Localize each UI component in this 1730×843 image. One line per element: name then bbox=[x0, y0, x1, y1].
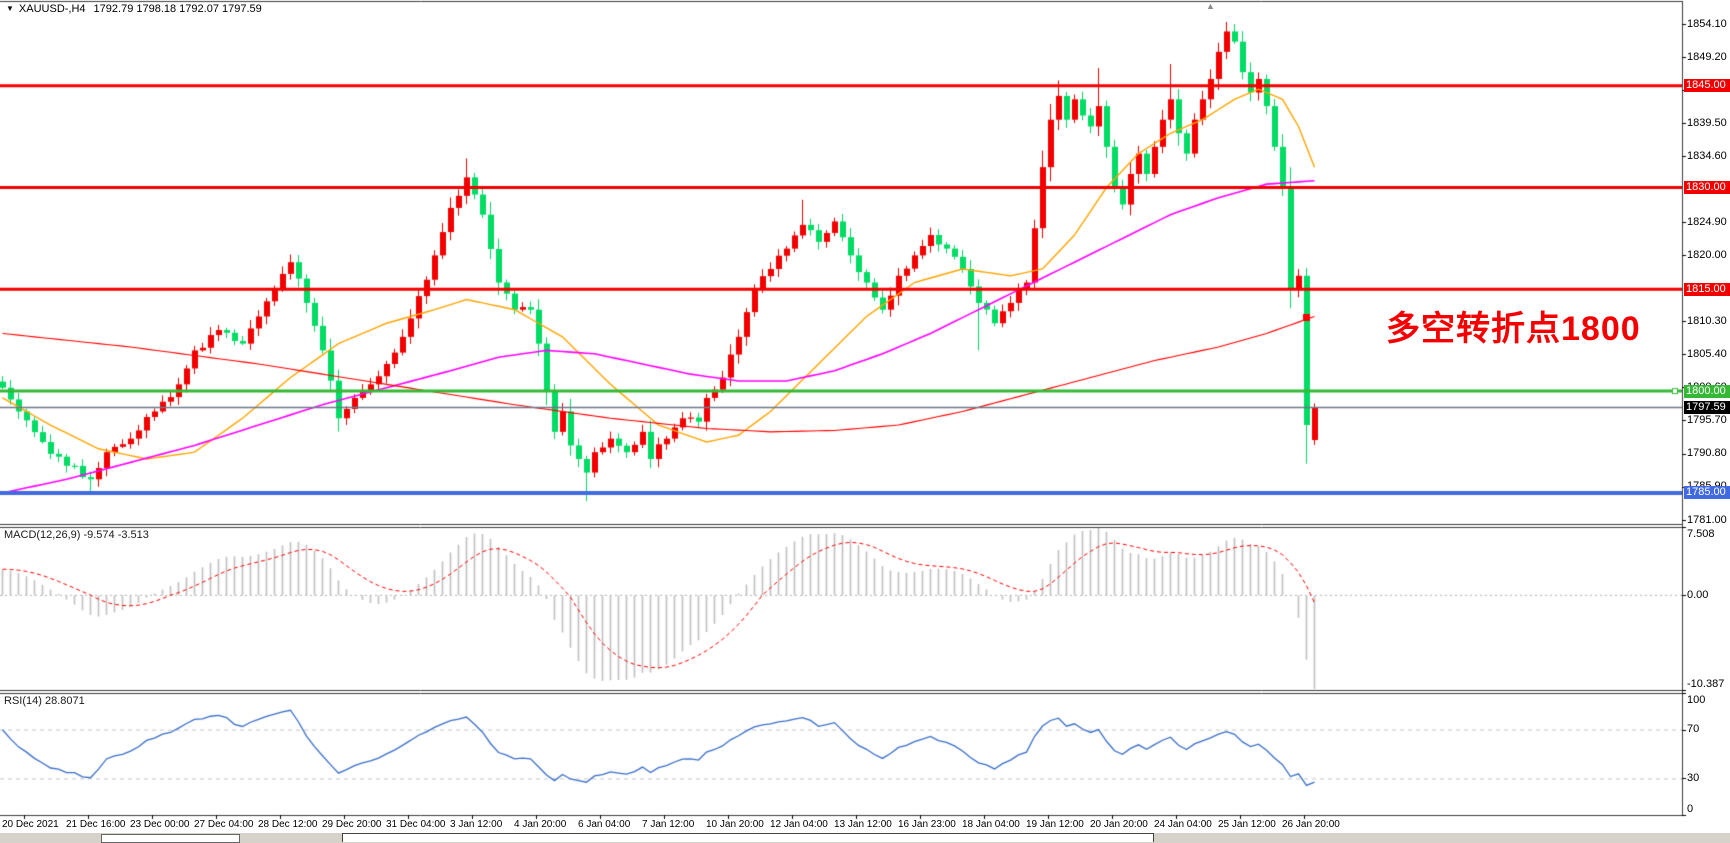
price-level-badge: 1800.00 bbox=[1684, 384, 1730, 398]
time-tick-label: 21 Dec 16:00 bbox=[66, 819, 126, 830]
time-tick-label: 31 Dec 04:00 bbox=[386, 819, 446, 830]
price-tick-label: 1849.20 bbox=[1687, 50, 1727, 63]
time-tick-label: 27 Dec 04:00 bbox=[194, 819, 254, 830]
time-tick-label: 25 Jan 12:00 bbox=[1218, 819, 1276, 830]
current-price-badge: 1797.59 bbox=[1684, 400, 1730, 414]
price-tick-label: 1824.90 bbox=[1687, 215, 1727, 228]
annotation-text: 多空转折点1800 bbox=[1386, 310, 1641, 348]
symbol-timeframe-label: XAUUSD-,H4 bbox=[18, 3, 86, 15]
time-tick-label: 3 Jan 12:00 bbox=[450, 819, 503, 830]
bottom-strip bbox=[0, 833, 1730, 843]
time-tick-label: 4 Jan 20:00 bbox=[514, 819, 567, 830]
price-tick-label: 1781.00 bbox=[1687, 513, 1727, 526]
macd-tick-label: 0.00 bbox=[1687, 588, 1709, 601]
rsi-tick-label: 100 bbox=[1687, 694, 1706, 706]
time-tick-label: 19 Jan 12:00 bbox=[1026, 819, 1084, 830]
ohlc-values: 1792.79 1798.18 1792.07 1797.59 bbox=[93, 3, 262, 15]
rsi-indicator-label: RSI(14) 28.8071 bbox=[4, 695, 85, 707]
price-tick-label: 1854.10 bbox=[1687, 17, 1727, 30]
time-tick-label: 20 Dec 2021 bbox=[2, 819, 59, 830]
time-tick-label: 26 Jan 20:00 bbox=[1282, 819, 1340, 830]
macd-tick-label: -10.387 bbox=[1687, 678, 1725, 690]
chart-title: ▼ XAUUSD-,H4 1792.79 1798.18 1792.07 1797.… bbox=[6, 3, 262, 15]
time-tick-label: 29 Dec 20:00 bbox=[322, 819, 382, 830]
background-window-fragment bbox=[101, 834, 240, 843]
time-tick-label: 6 Jan 04:00 bbox=[578, 819, 631, 830]
price-level-badge: 1815.00 bbox=[1684, 282, 1730, 296]
price-tick-label: 1790.80 bbox=[1687, 447, 1727, 460]
background-window-fragment bbox=[342, 833, 1154, 842]
time-tick-label: 13 Jan 12:00 bbox=[834, 819, 892, 830]
macd-indicator-label: MACD(12,26,9) -9.574 -3.513 bbox=[4, 529, 149, 541]
time-tick-label: 10 Jan 20:00 bbox=[706, 819, 764, 830]
chart-shift-icon[interactable]: ▲ bbox=[1206, 1, 1215, 11]
price-tick-label: 1805.40 bbox=[1687, 347, 1727, 360]
time-tick-label: 23 Dec 00:00 bbox=[130, 819, 190, 830]
time-tick-label: 7 Jan 12:00 bbox=[642, 819, 695, 830]
price-tick-label: 1834.60 bbox=[1687, 149, 1727, 162]
price-tick-label: 1795.70 bbox=[1687, 413, 1727, 426]
time-tick-label: 24 Jan 04:00 bbox=[1154, 819, 1212, 830]
macd-tick-label: 7.508 bbox=[1687, 528, 1715, 540]
price-level-badge: 1785.00 bbox=[1684, 486, 1730, 500]
price-level-badge: 1830.00 bbox=[1684, 181, 1730, 195]
time-tick-label: 28 Dec 12:00 bbox=[258, 819, 318, 830]
time-tick-label: 20 Jan 20:00 bbox=[1090, 819, 1148, 830]
price-level-badge: 1845.00 bbox=[1684, 79, 1730, 93]
rsi-tick-label: 30 bbox=[1687, 771, 1700, 784]
rsi-tick-label: 70 bbox=[1687, 723, 1700, 736]
price-tick-label: 1810.30 bbox=[1687, 314, 1727, 327]
price-tick-label: 1839.50 bbox=[1687, 116, 1727, 129]
symbol-dropdown-arrow-icon[interactable]: ▼ bbox=[6, 4, 14, 13]
time-tick-label: 18 Jan 04:00 bbox=[962, 819, 1020, 830]
time-tick-label: 12 Jan 04:00 bbox=[770, 819, 828, 830]
time-tick-label: 16 Jan 23:00 bbox=[898, 819, 956, 830]
price-tick-label: 1820.00 bbox=[1687, 248, 1727, 261]
rsi-tick-label: 0 bbox=[1687, 803, 1694, 815]
